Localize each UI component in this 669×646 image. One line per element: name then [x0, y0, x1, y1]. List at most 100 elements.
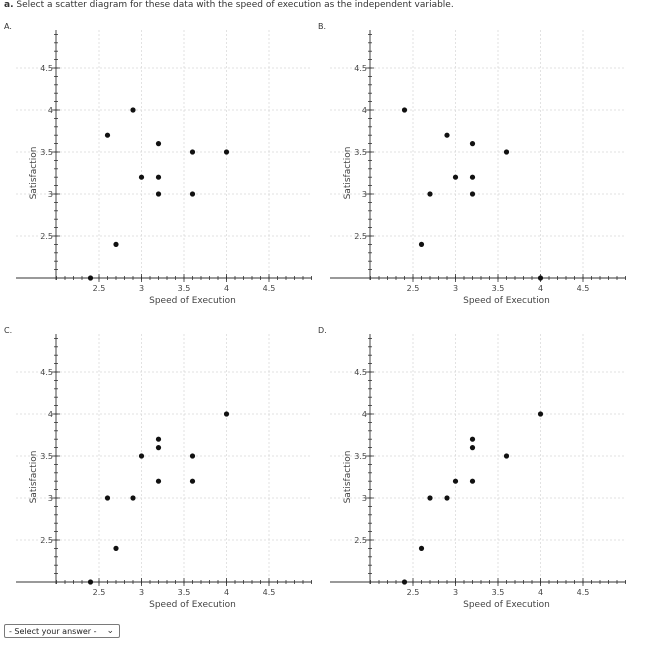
data-point [155, 191, 162, 197]
data-point [444, 495, 450, 501]
y-tick-label: 3 [48, 494, 53, 503]
x-tick-label: 3.5 [492, 284, 505, 293]
y-tick-label: 3.5 [354, 452, 367, 461]
y-tick-label: 2.5 [354, 536, 367, 545]
scatter-panel-a: 2.5 3 3.5 4 4.5 2.5 3 3.5 4 4.5 Speed of Execution… [16, 30, 312, 306]
data-point [155, 445, 162, 451]
y-axis-label: Satisfaction [29, 147, 39, 200]
data-point [469, 141, 476, 147]
x-axis-label: Speed of Execution [463, 600, 550, 610]
x-tick-label: 4.5 [263, 588, 276, 597]
x-tick-label: 2.5 [93, 588, 106, 597]
x-axis-label: Speed of Execution [149, 600, 236, 610]
option-a-label: A. [4, 22, 12, 31]
y-tick-label: 3 [362, 494, 367, 503]
x-tick-label: 2.5 [93, 284, 106, 293]
data-point [113, 241, 119, 247]
x-tick-label: 4 [538, 284, 543, 293]
question-text: a. Select a scatter diagram for these da… [4, 0, 454, 10]
data-point [189, 478, 196, 484]
option-c-label: C. [4, 326, 13, 335]
data-point [444, 132, 450, 138]
x-tick-label: 3.5 [178, 284, 191, 293]
x-tick-label: 3 [453, 284, 458, 293]
data-point [138, 453, 145, 459]
x-axis-label: Speed of Execution [463, 296, 550, 306]
data-point [130, 495, 136, 501]
data-point [469, 445, 476, 451]
y-tick-label: 2.5 [354, 232, 367, 241]
data-point [130, 107, 136, 113]
y-tick-label: 2.5 [40, 232, 53, 241]
data-point [104, 132, 111, 138]
data-point [537, 275, 544, 281]
y-tick-label: 4.5 [40, 368, 53, 377]
data-point [537, 411, 544, 417]
option-b-label: B. [318, 22, 327, 31]
chevron-down-icon: ⌄ [106, 626, 114, 636]
x-axis-label: Speed of Execution [149, 296, 236, 306]
y-tick-label: 4 [362, 106, 367, 115]
data-point [503, 453, 510, 459]
scatter-panel-b: 2.5 3 3.5 4 4.5 2.5 3 3.5 4 4.5 Speed of Execution… [330, 30, 626, 306]
y-tick-label: 4.5 [354, 368, 367, 377]
data-point [189, 453, 196, 459]
data-point [469, 436, 476, 442]
data-point [113, 545, 119, 551]
question-prompt: Select a scatter diagram for these data … [16, 0, 454, 10]
data-point [155, 436, 162, 442]
data-point [155, 141, 162, 147]
y-tick-label: 4 [48, 410, 53, 419]
question-part-label: a. [4, 0, 14, 10]
x-tick-label: 4.5 [577, 588, 590, 597]
answer-select-placeholder: - Select your answer - [9, 626, 97, 636]
x-tick-label: 4 [538, 588, 543, 597]
x-tick-label: 3 [139, 284, 144, 293]
y-tick-label: 3.5 [40, 148, 53, 157]
y-tick-label: 4.5 [40, 64, 53, 73]
scatter-panel-c: 2.5 3 3.5 4 4.5 2.5 3 3.5 4 4.5 Speed of Execution… [16, 334, 312, 610]
data-point [155, 174, 162, 180]
x-tick-label: 2.5 [407, 284, 420, 293]
data-point [452, 478, 459, 484]
y-tick-label: 4 [48, 106, 53, 115]
scatter-panel-d: 2.5 3 3.5 4 4.5 2.5 3 3.5 4 4.5 Speed of Execution… [330, 334, 626, 610]
data-point [427, 495, 433, 501]
x-tick-label: 4.5 [263, 284, 276, 293]
answer-select[interactable]: - Select your answer - ⌄ [4, 624, 120, 638]
data-point [418, 545, 425, 551]
y-axis-label: Satisfaction [343, 451, 353, 504]
x-tick-label: 4.5 [577, 284, 590, 293]
option-d-label: D. [318, 326, 327, 335]
y-tick-label: 3 [48, 190, 53, 199]
data-point [223, 411, 230, 417]
data-point [155, 478, 162, 484]
data-point [401, 579, 408, 585]
x-tick-label: 3 [453, 588, 458, 597]
y-tick-label: 2.5 [40, 536, 53, 545]
x-tick-label: 4 [224, 588, 229, 597]
y-tick-label: 3 [362, 190, 367, 199]
x-tick-label: 2.5 [407, 588, 420, 597]
data-point [452, 174, 459, 180]
data-point [469, 478, 476, 484]
y-tick-label: 4 [362, 410, 367, 419]
y-axis-label: Satisfaction [343, 147, 353, 200]
y-tick-label: 3.5 [354, 148, 367, 157]
data-point [223, 149, 230, 155]
data-point [189, 149, 196, 155]
data-point [427, 191, 433, 197]
x-tick-label: 3 [139, 588, 144, 597]
data-point [104, 495, 111, 501]
y-tick-label: 4.5 [354, 64, 367, 73]
y-tick-label: 3.5 [40, 452, 53, 461]
data-point [418, 241, 425, 247]
x-tick-label: 3.5 [178, 588, 191, 597]
data-point [503, 149, 510, 155]
data-point [469, 191, 476, 197]
x-tick-label: 4 [224, 284, 229, 293]
x-tick-label: 3.5 [492, 588, 505, 597]
data-point [87, 275, 94, 281]
data-point [138, 174, 145, 180]
